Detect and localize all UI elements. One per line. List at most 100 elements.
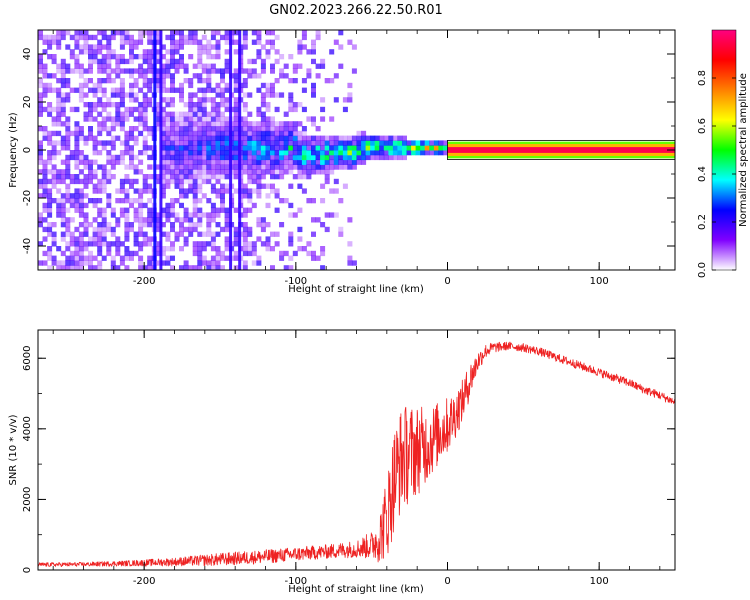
- spectrogram-cell: [78, 68, 84, 74]
- spectrogram-cell: [110, 260, 116, 266]
- spectrogram-cell: [165, 150, 171, 156]
- colorbar-ticks: 0.00.20.40.60.8: [697, 70, 736, 278]
- spectrogram-cell: [242, 231, 248, 237]
- spectrogram-cell: [197, 260, 203, 266]
- spectrogram-cell: [306, 140, 312, 146]
- spectrogram-cell: [97, 241, 103, 247]
- spectrogram-cell: [220, 111, 225, 117]
- spectrogram-cell: [69, 154, 75, 161]
- spectrogram-cell: [197, 174, 203, 180]
- spectrogram-cell: [297, 121, 303, 127]
- spectrogram-cell: [165, 164, 171, 170]
- spectrogram-cell: [65, 174, 71, 180]
- spectrogram-cell: [124, 231, 130, 237]
- spectrogram-cell: [274, 145, 280, 151]
- spectrogram-cell: [65, 145, 71, 151]
- spectrogram-cell: [42, 193, 48, 199]
- spectrogram-cell: [201, 246, 207, 252]
- spectrogram-cell: [88, 68, 93, 74]
- colorbar-tick-label: 0.2: [697, 214, 708, 230]
- spectrogram-cell: [206, 78, 212, 84]
- spectrogram-cell: [170, 159, 175, 165]
- spectrogram-cell: [160, 150, 166, 156]
- spectrogram-cell: [192, 154, 198, 161]
- spectrogram-cell: [65, 78, 71, 84]
- spectrogram-cell: [402, 135, 407, 141]
- spectrogram-cell: [179, 135, 184, 141]
- spectrogram-cell: [329, 150, 335, 156]
- spectrogram-cell: [329, 169, 335, 175]
- spectrogram-cell: [347, 241, 353, 247]
- spectrogram-cell: [201, 121, 207, 127]
- spectrogram-cell: [292, 78, 298, 84]
- spectrogram-cell: [97, 265, 103, 270]
- spectrogram-cell: [315, 159, 321, 165]
- spectrogram-cell: [315, 73, 321, 79]
- spectrogram-cell: [147, 30, 153, 36]
- spectrogram-cell: [60, 78, 66, 84]
- spectrogram-cell: [292, 63, 298, 69]
- spectrogram-cell: [270, 92, 275, 98]
- spectrogram-cell: [42, 236, 48, 242]
- spectrogram-cell: [133, 207, 139, 213]
- spectrogram-cell: [215, 54, 221, 60]
- spectrogram-cell: [156, 212, 162, 218]
- spectrogram-cell: [215, 92, 221, 98]
- spectrogram-cell: [74, 250, 80, 257]
- spectrogram-cell: [274, 140, 280, 146]
- spectrogram-cell: [265, 116, 271, 122]
- spectrogram-cell: [388, 140, 394, 146]
- spectrogram-cell: [301, 135, 307, 141]
- spectrogram-cell: [60, 178, 66, 185]
- spectrogram-cell: [101, 102, 107, 108]
- spectrogram-cell: [260, 150, 266, 156]
- spectrogram-cell: [220, 198, 225, 204]
- spectrogram-cell: [165, 231, 171, 237]
- snr-background: [38, 330, 675, 570]
- spectrogram-cell: [306, 174, 312, 180]
- spectrogram-cell: [242, 222, 248, 228]
- spectrogram-cell: [83, 154, 89, 161]
- spectrogram-cell: [142, 145, 148, 151]
- spectrogram-cell: [78, 34, 84, 41]
- spectrogram-cell: [206, 97, 212, 103]
- spectrogram-cell: [56, 169, 62, 175]
- spectrogram-cell: [38, 54, 43, 60]
- spectrogram-cell: [333, 73, 339, 79]
- spectrogram-cell: [174, 63, 180, 69]
- spectrogram-cell: [142, 217, 148, 223]
- spectrogram-cell: [192, 250, 198, 257]
- spectrogram-cell: [174, 58, 180, 65]
- spectrogram-cell: [74, 34, 80, 41]
- spectrogram-cell: [170, 58, 175, 65]
- spectrogram-cell: [170, 121, 175, 127]
- spectrogram-cell: [78, 202, 84, 209]
- spectrogram-cell: [74, 145, 80, 151]
- spectrogram-cell: [270, 126, 275, 132]
- spectrogram-cell: [270, 87, 275, 93]
- spectrogram-cell: [179, 169, 184, 175]
- spectrogram-cell: [160, 188, 166, 194]
- spectrogram-cell: [361, 130, 367, 137]
- spectrogram-cell: [347, 217, 353, 223]
- spectrogram-cell: [347, 154, 353, 161]
- spectrogram-cell: [42, 169, 48, 175]
- spectrogram-cell: [188, 30, 194, 36]
- spectrogram-cell: [51, 150, 57, 156]
- spectrogram-cell: [215, 246, 221, 252]
- spectrogram-cell: [224, 106, 230, 113]
- spectrogram-cell: [165, 49, 171, 55]
- spectrogram-cell: [247, 164, 253, 170]
- spectrogram-cell: [292, 174, 298, 180]
- spectrogram-cell: [60, 202, 66, 209]
- spectrogram-cell: [78, 97, 84, 103]
- spectrogram-cell: [192, 198, 198, 204]
- spectrogram-cell: [297, 226, 303, 233]
- spectrogram-cell: [329, 135, 335, 141]
- spectrogram-x-tick-label: -100: [284, 276, 307, 287]
- spectrogram-cell: [147, 58, 153, 65]
- spectrogram-cell: [256, 188, 262, 194]
- spectrogram-cell: [170, 265, 175, 270]
